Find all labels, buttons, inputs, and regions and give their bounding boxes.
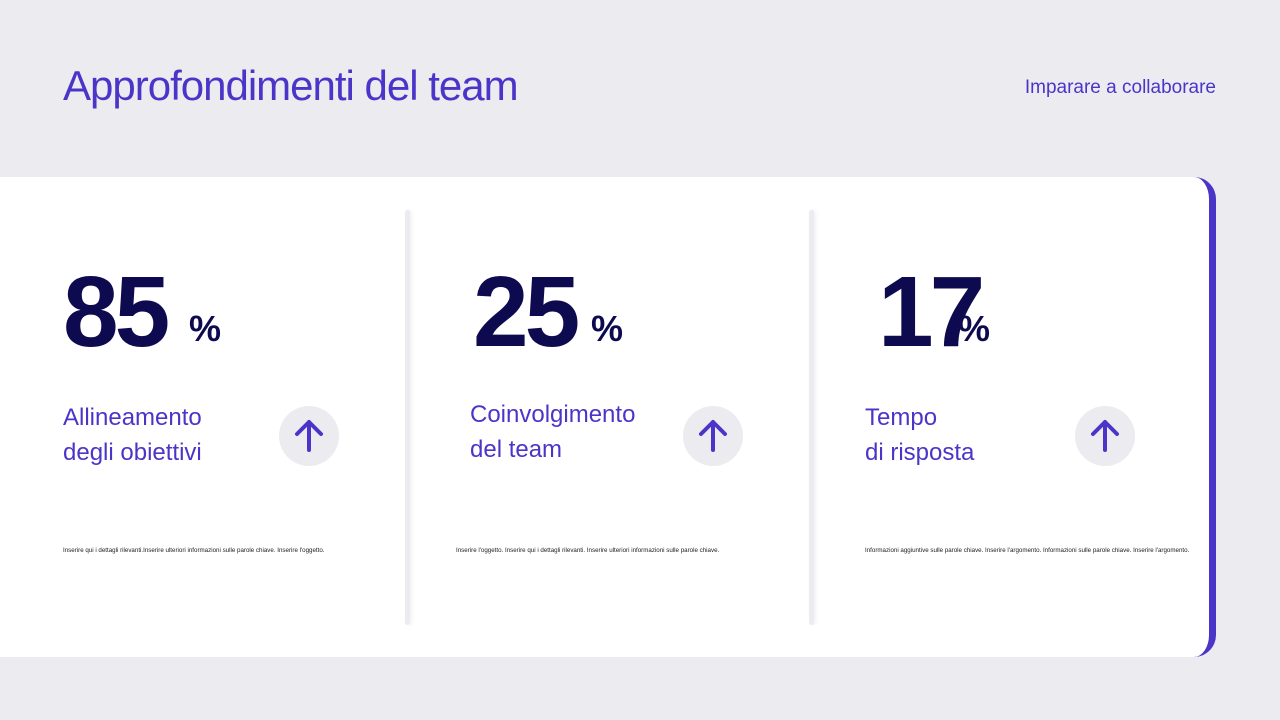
stat-description: Informazioni aggiuntive sulle parole chi…: [865, 547, 1190, 554]
arrow-up: [295, 420, 323, 452]
stat-label: Tempo: [865, 404, 938, 431]
stat-unit: %: [591, 308, 624, 349]
stat-unit: %: [189, 308, 222, 349]
stat-value: 85: [63, 256, 170, 368]
stat-label: Coinvolgimento: [470, 401, 636, 428]
stat-label: del team: [470, 436, 563, 463]
arrow-up: [699, 420, 727, 452]
title: Approfondimenti del team: [63, 62, 519, 109]
trend-icon: [279, 406, 339, 466]
stat-label: Allineamento: [63, 404, 202, 431]
trend-icon: [1075, 406, 1135, 466]
stat-description: Inserire l'oggetto. Inserire qui i detta…: [456, 547, 720, 554]
arrow-up: [1091, 420, 1119, 452]
panel: [0, 177, 1216, 657]
stat-description: Inserire qui i dettagli rilevanti.Inseri…: [63, 547, 325, 554]
divider: [405, 210, 410, 625]
subtitle: Imparare a collaborare: [1024, 77, 1216, 98]
stat-value: 25: [473, 256, 580, 368]
divider: [809, 210, 814, 625]
trend-icon: [683, 406, 743, 466]
stat-label: di risposta: [865, 439, 975, 466]
stat-label: degli obiettivi: [63, 439, 202, 466]
stat-unit: %: [958, 308, 991, 349]
stat-value: 17: [878, 256, 985, 368]
